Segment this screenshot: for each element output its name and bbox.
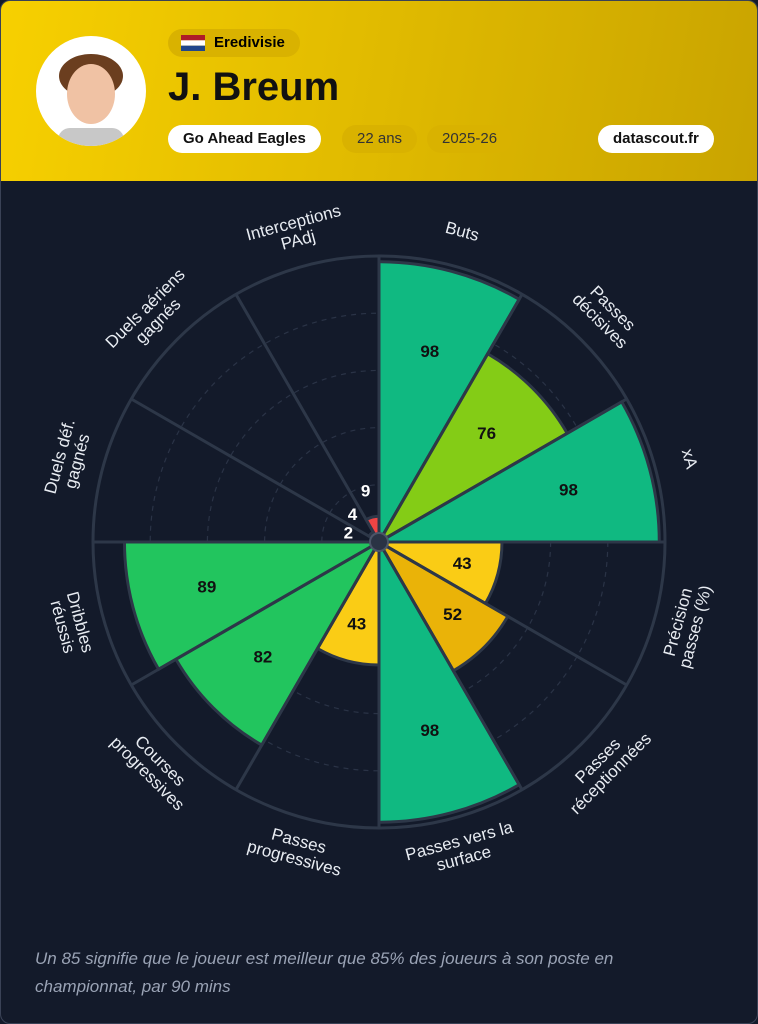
season: 2025-26: [427, 125, 513, 153]
wedge: [173, 537, 384, 748]
separator: [377, 293, 524, 543]
center-dot: [369, 532, 389, 552]
footnote: Un 85 signifie que le joueur est meilleu…: [35, 949, 614, 996]
player-name: J. Breum: [168, 65, 340, 109]
chart: 98 Buts 76 Passesdécisives 98 xA 43 Précisionpa…: [41, 201, 716, 882]
category-label: Passes vers lasurface: [403, 818, 520, 882]
category-label: Buts: [443, 218, 481, 245]
value-label: 43: [347, 615, 366, 634]
category-label: Duels aériensgagnés: [102, 265, 202, 365]
league-badge: Eredivisie: [168, 29, 300, 57]
separator: [377, 541, 524, 791]
category-label: xA: [677, 447, 701, 472]
category-label: Passesréceptionnées: [554, 717, 656, 819]
avatar-illustration: [58, 54, 124, 146]
category-label: Passesdécisives: [568, 277, 644, 353]
separator: [234, 541, 381, 791]
value-label: 82: [253, 648, 272, 667]
wedge: [377, 536, 522, 824]
category-label: InterceptionsPAdj: [244, 201, 348, 262]
category-label: Passesprogressives: [245, 820, 348, 881]
category-label: Coursesprogressives: [106, 720, 200, 814]
separator: [130, 540, 380, 687]
separator: [378, 397, 628, 544]
value-label: 9: [361, 482, 370, 501]
value-label: 89: [197, 578, 216, 597]
value-label: 4: [348, 505, 358, 524]
header: Eredivisie J. Breum Go Ahead Eagles 22 a…: [1, 1, 757, 181]
value-label: 76: [477, 424, 496, 443]
team: Go Ahead Eagles: [168, 125, 321, 153]
source: datascout.fr: [598, 125, 714, 153]
flag: [181, 35, 205, 51]
separator: [130, 397, 380, 544]
value-label: 2: [344, 523, 353, 542]
player-photo: [36, 36, 146, 146]
value-label: 98: [420, 342, 439, 361]
category-label: Duels déf.gagnés: [41, 417, 97, 501]
wedge: [373, 399, 661, 544]
wedge: [122, 540, 385, 672]
wedge: [377, 260, 522, 548]
separator: [378, 540, 628, 687]
category-line: xA: [677, 447, 701, 472]
value-label: 43: [453, 554, 472, 573]
category-line: Buts: [443, 218, 481, 245]
league: Eredivisie: [214, 34, 285, 51]
value-label: 98: [559, 481, 578, 500]
age: 22 ans: [342, 125, 418, 153]
wedge: [374, 351, 570, 547]
value-label: 98: [420, 721, 439, 740]
category-label: Dribblesréussis: [45, 590, 97, 660]
category-label: Précisionpasses (%): [658, 579, 716, 671]
separator: [234, 293, 381, 543]
value-label: 52: [443, 605, 462, 624]
